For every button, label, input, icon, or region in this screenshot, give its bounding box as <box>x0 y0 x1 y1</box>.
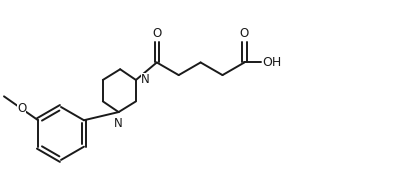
Text: N: N <box>141 74 150 86</box>
Text: O: O <box>17 102 26 115</box>
Text: O: O <box>152 27 161 40</box>
Text: N: N <box>114 117 123 130</box>
Text: OH: OH <box>262 56 281 69</box>
Text: O: O <box>239 27 248 40</box>
